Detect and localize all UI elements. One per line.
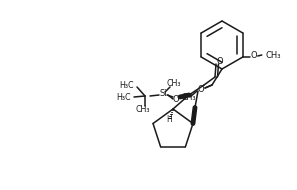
Text: H₃C: H₃C bbox=[116, 93, 131, 101]
Text: O: O bbox=[250, 51, 257, 60]
Text: H: H bbox=[166, 116, 172, 124]
Text: O: O bbox=[173, 94, 179, 104]
Text: CH₃: CH₃ bbox=[167, 78, 181, 88]
Text: CH₃: CH₃ bbox=[181, 93, 195, 101]
Text: H₃C: H₃C bbox=[119, 81, 134, 89]
Text: O: O bbox=[198, 85, 204, 93]
Text: CH₃: CH₃ bbox=[266, 51, 281, 59]
Text: O: O bbox=[217, 56, 223, 66]
Text: CH₃: CH₃ bbox=[136, 105, 150, 113]
Text: Si: Si bbox=[159, 89, 167, 98]
